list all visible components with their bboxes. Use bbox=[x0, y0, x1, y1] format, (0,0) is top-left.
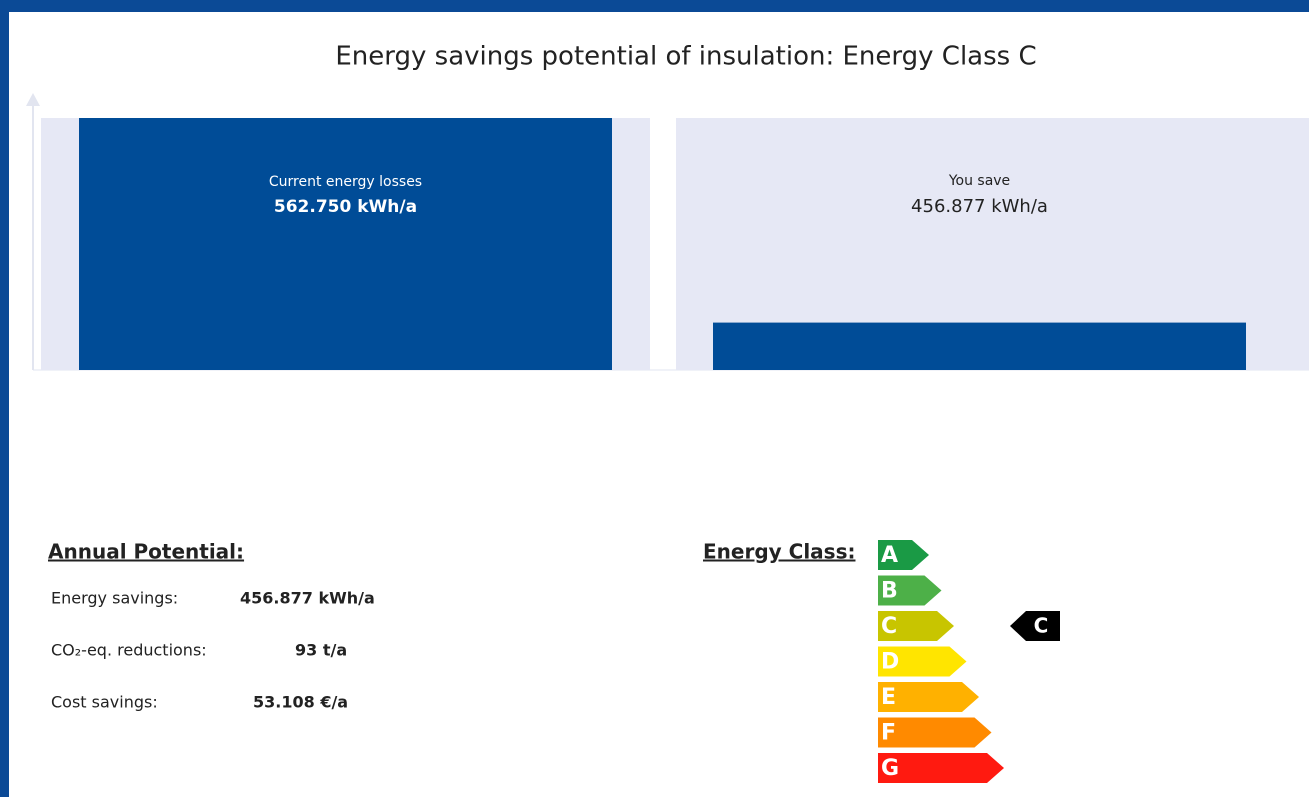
energy-class-arrow bbox=[878, 611, 954, 641]
potential-label: CO₂-eq. reductions: bbox=[51, 641, 207, 660]
energy-class-arrow bbox=[878, 646, 967, 677]
energy-class-arrow bbox=[878, 682, 979, 712]
savings-value: 456.877 kWh/a bbox=[911, 196, 1048, 217]
energy-class-letter: B bbox=[881, 579, 898, 604]
current-class-marker bbox=[1010, 611, 1060, 641]
savings-label: You save bbox=[948, 173, 1010, 189]
potential-value: 456.877 kWh/a bbox=[240, 589, 375, 608]
energy-class-arrow bbox=[878, 717, 992, 748]
energy-class-letter: G bbox=[881, 756, 899, 781]
energy-class-letter: D bbox=[881, 650, 899, 675]
potential-value: 53.108 €/a bbox=[253, 693, 348, 712]
potential-label: Energy savings: bbox=[51, 589, 178, 608]
energy-class-letter: A bbox=[881, 543, 898, 568]
energy-class-letter: C bbox=[881, 614, 897, 639]
energy-class-arrow bbox=[878, 575, 942, 606]
chart-title: Energy savings potential of insulation: … bbox=[335, 42, 1036, 72]
bar-value-label: 562.750 kWh/a bbox=[274, 197, 417, 217]
y-axis-arrow bbox=[26, 93, 40, 106]
current-class-letter: C bbox=[1034, 614, 1049, 638]
top-border bbox=[0, 0, 1309, 12]
energy-class-letter: F bbox=[881, 721, 896, 746]
bar bbox=[79, 118, 612, 370]
energy-class-title: Energy Class: bbox=[703, 540, 855, 564]
energy-class-arrow bbox=[878, 753, 1004, 783]
energy-class-arrow bbox=[878, 540, 929, 570]
left-border bbox=[0, 0, 9, 797]
bar bbox=[713, 322, 1246, 370]
energy-class-letter: E bbox=[881, 685, 896, 710]
potential-value: 93 t/a bbox=[295, 641, 347, 660]
potential-label: Cost savings: bbox=[51, 693, 158, 712]
bar-label: Current energy losses bbox=[269, 174, 422, 190]
potential-title: Annual Potential: bbox=[48, 540, 244, 564]
